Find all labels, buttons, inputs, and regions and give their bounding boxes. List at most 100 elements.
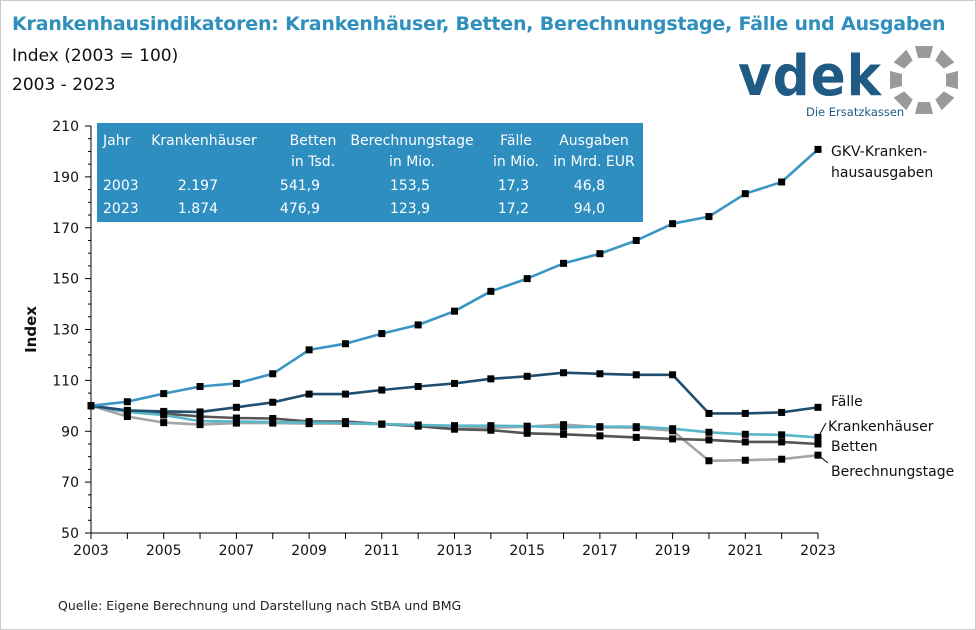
y-tick-label: 130: [52, 323, 79, 339]
series-line: [90, 371, 819, 415]
data-point: [741, 438, 749, 446]
chart-axes: 50 70 90 110 130 150 170 190 210 2003 2005 2007 2009…: [22, 119, 836, 559]
series-label: Berechnungstage: [831, 464, 954, 480]
label-connector: [817, 454, 829, 464]
label-connector: [817, 422, 827, 438]
data-point: [451, 307, 458, 315]
data-point: [632, 433, 640, 441]
table-header-cell: Ausgaben: [559, 133, 629, 149]
data-point: [705, 457, 713, 465]
data-point: [705, 213, 713, 221]
data-point: [741, 409, 749, 417]
data-point: [341, 419, 349, 427]
x-tick-label: 2019: [655, 543, 691, 559]
table-cell: 123,9: [390, 201, 430, 217]
table-cell: 1.874: [178, 201, 218, 217]
y-tick-label: 90: [61, 424, 79, 440]
data-point: [305, 419, 313, 427]
source-note: Quelle: Eigene Berechnung und Darstellun…: [58, 598, 462, 613]
data-point: [560, 259, 568, 267]
data-point: [341, 340, 349, 348]
table-cell: 541,9: [280, 178, 320, 194]
data-point: [814, 145, 822, 153]
chart-title: Krankenhausindikatoren: Krankenhäuser, B…: [12, 13, 946, 35]
data-point: [741, 190, 749, 198]
data-point: [451, 422, 458, 430]
data-point: [632, 236, 640, 244]
table-header-cell: in Mio.: [389, 154, 435, 170]
series-Fälle: [87, 369, 822, 417]
data-point: [160, 411, 168, 419]
x-tick-label: 2003: [73, 543, 109, 559]
data-point: [596, 370, 604, 378]
vdek-logo: vdek Die Ersatzkassen: [738, 44, 958, 119]
data-point: [378, 386, 386, 394]
data-point: [596, 423, 604, 431]
x-tick-label: 2005: [146, 543, 182, 559]
x-tick-label: 2013: [437, 543, 473, 559]
x-tick-label: 2007: [219, 543, 255, 559]
logo-ring: [890, 46, 958, 114]
series-label: hausausgaben: [831, 165, 933, 181]
data-point: [523, 422, 531, 430]
x-tick-label: 2023: [800, 543, 836, 559]
data-point: [414, 382, 422, 390]
table-header-cell: Krankenhäuser: [151, 133, 257, 149]
series-label: Krankenhäuser: [828, 419, 934, 435]
data-point: [560, 369, 568, 377]
table-header-cell: Berechnungstage: [350, 133, 473, 149]
data-point: [378, 420, 386, 428]
data-point: [196, 412, 204, 420]
y-tick-label: 110: [52, 373, 79, 389]
y-tick-label: 210: [52, 119, 79, 135]
data-point: [160, 407, 168, 415]
data-point: [487, 287, 495, 295]
data-point: [232, 403, 240, 411]
data-point: [705, 409, 713, 417]
data-point: [451, 379, 458, 387]
table-cell: 153,5: [390, 178, 430, 194]
data-point: [778, 408, 786, 416]
series-labels: GKV-Kranken-hausausgaben Fälle Krankenhäus…: [817, 144, 954, 480]
table-cell: 17,3: [498, 178, 529, 194]
data-point: [87, 402, 95, 410]
data-point: [523, 372, 531, 380]
table-cell: 94,0: [574, 201, 605, 217]
x-tick-label: 2021: [727, 543, 763, 559]
data-point: [232, 418, 240, 426]
table-header-cell: Betten: [290, 133, 337, 149]
data-point: [232, 414, 240, 422]
series-GKV-Krankenhausausgaben: [87, 145, 822, 410]
data-point: [269, 398, 277, 406]
x-tick-label: 2015: [509, 543, 545, 559]
data-point: [487, 422, 495, 430]
table-cell: 2023: [103, 201, 139, 217]
data-point: [269, 370, 277, 378]
series-label: GKV-Kranken-: [831, 144, 927, 160]
data-point: [560, 430, 568, 438]
data-point: [414, 421, 422, 429]
data-point: [523, 429, 531, 437]
data-point: [814, 440, 822, 448]
data-point: [123, 412, 131, 420]
x-tick-label: 2009: [291, 543, 327, 559]
table-header-cell: in Tsd.: [291, 154, 335, 170]
data-point: [814, 403, 822, 411]
data-point: [523, 275, 531, 283]
data-point: [669, 435, 677, 443]
data-table: Jahr Krankenhäuser Betten in Tsd. Berechnung…: [97, 123, 643, 222]
table-cell: 46,8: [574, 178, 605, 194]
data-point: [778, 431, 786, 439]
data-point: [632, 371, 640, 379]
y-tick-label: 150: [52, 272, 79, 288]
table-cell: 476,9: [280, 201, 320, 217]
data-point: [269, 418, 277, 426]
logo-tagline: Die Ersatzkassen: [806, 105, 904, 119]
table-header-cell: in Mio.: [493, 154, 539, 170]
logo-wordmark: vdek: [738, 44, 883, 109]
table-cell: 2003: [103, 178, 139, 194]
data-point: [741, 456, 749, 464]
data-point: [341, 390, 349, 398]
data-point: [160, 419, 168, 427]
data-point: [196, 417, 204, 425]
